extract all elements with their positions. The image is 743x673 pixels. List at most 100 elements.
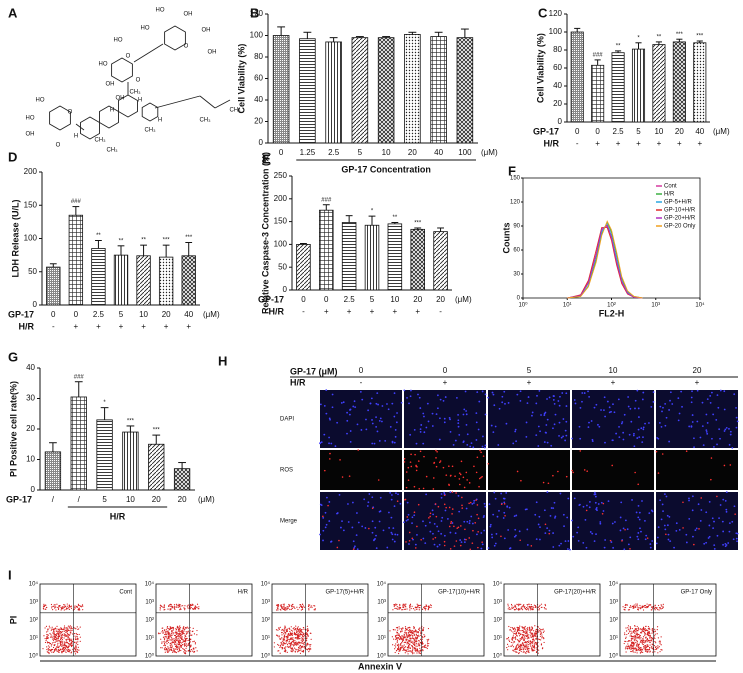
significance-label: ** — [657, 34, 662, 40]
event-dot — [644, 606, 646, 608]
event-dot — [660, 636, 662, 638]
event-dot — [419, 652, 422, 655]
nucleus-dot — [374, 526, 377, 529]
ros-dot — [416, 525, 418, 528]
event-dot — [160, 605, 163, 607]
event-dot — [622, 606, 624, 608]
event-dot — [532, 608, 534, 611]
event-dot — [285, 609, 287, 611]
event-dot — [655, 648, 658, 650]
series-line — [567, 227, 643, 299]
event-dot — [417, 631, 419, 633]
x-tick-label: 10 — [382, 148, 391, 157]
ros-dot — [475, 499, 477, 501]
ros-dot — [451, 513, 453, 515]
event-dot — [187, 607, 189, 609]
nucleus-dot — [443, 491, 446, 494]
event-dot — [534, 642, 536, 644]
event-dot — [642, 629, 645, 631]
event-dot — [644, 642, 646, 644]
atom-label: H — [74, 134, 78, 140]
event-dot — [177, 644, 180, 646]
nucleus-dot — [638, 436, 641, 439]
event-dot — [50, 648, 53, 651]
event-dot — [531, 641, 533, 643]
event-dot — [196, 634, 198, 636]
y-tick-label: 10² — [29, 618, 38, 624]
event-dot — [187, 643, 190, 645]
event-dot — [283, 650, 286, 652]
event-dot — [287, 607, 290, 609]
event-dot — [411, 651, 414, 653]
y-tick-label: 10⁴ — [145, 581, 155, 588]
nucleus-dot — [391, 402, 394, 405]
event-dot — [628, 629, 630, 631]
nucleus-dot — [620, 501, 623, 504]
ros-dot — [436, 450, 438, 453]
atom-label: OH — [184, 12, 193, 18]
nucleus-dot — [701, 401, 704, 404]
event-dot — [521, 637, 523, 639]
event-dot — [310, 643, 312, 646]
event-dot — [625, 603, 627, 606]
nucleus-dot — [731, 446, 734, 449]
nucleus-dot — [543, 441, 546, 443]
event-dot — [300, 609, 302, 611]
event-dot — [187, 639, 189, 642]
event-dot — [181, 643, 184, 646]
event-dot — [300, 647, 302, 649]
nucleus-dot — [702, 444, 705, 447]
atom-label: HO — [36, 98, 45, 104]
event-dot — [624, 609, 626, 611]
event-dot — [55, 634, 58, 637]
nucleus-dot — [481, 390, 484, 393]
event-dot — [425, 608, 427, 610]
event-dot — [656, 626, 659, 628]
nucleus-dot — [622, 431, 625, 434]
event-dot — [61, 628, 63, 631]
x-tick-label: 10 — [390, 295, 399, 304]
event-dot — [635, 603, 637, 605]
event-dot — [636, 648, 638, 650]
nucleus-dot — [587, 426, 590, 429]
event-dot — [52, 646, 55, 649]
nucleus-dot — [612, 546, 615, 549]
y-tick-label: 10¹ — [377, 636, 386, 642]
event-dot — [168, 648, 170, 650]
event-dot — [284, 626, 287, 628]
event-dot — [409, 643, 411, 645]
nucleus-dot — [538, 390, 541, 392]
event-dot — [542, 628, 544, 630]
event-dot — [644, 628, 646, 630]
event-dot — [166, 640, 168, 642]
nucleus-dot — [481, 445, 484, 448]
event-dot — [290, 650, 292, 652]
event-dot — [296, 637, 298, 639]
nucleus-dot — [729, 433, 732, 436]
y-tick-label: 100 — [549, 27, 563, 36]
event-dot — [657, 647, 659, 649]
nucleus-dot — [439, 417, 441, 420]
nucleus-dot — [706, 432, 709, 435]
nucleus-dot — [602, 510, 605, 512]
ros-dot — [329, 452, 331, 455]
event-dot — [297, 631, 299, 633]
event-dot — [509, 608, 511, 610]
event-dot — [297, 649, 299, 651]
event-dot — [49, 650, 52, 652]
event-dot — [162, 632, 164, 634]
event-dot — [428, 606, 431, 609]
event-dot — [60, 637, 62, 639]
bond — [75, 123, 85, 131]
event-dot — [657, 637, 659, 639]
event-dot — [172, 632, 174, 634]
event-dot — [167, 647, 169, 649]
x-tick-label: 10 — [654, 127, 663, 136]
event-dot — [295, 629, 297, 631]
ros-dot — [481, 541, 483, 543]
nucleus-dot — [501, 401, 504, 404]
nucleus-dot — [384, 439, 387, 442]
nucleus-dot — [410, 389, 412, 392]
event-dot — [45, 631, 48, 633]
event-dot — [418, 628, 420, 631]
